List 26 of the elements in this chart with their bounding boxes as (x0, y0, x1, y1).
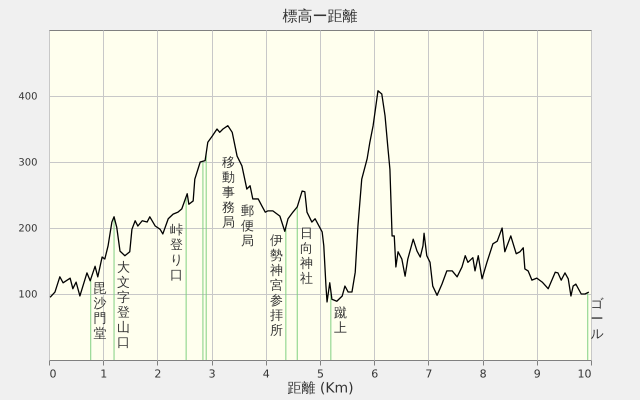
x-tick-label: 7 (425, 368, 432, 380)
ref-line-label: 峠登り口 (170, 222, 184, 283)
x-tick-label: 6 (371, 368, 378, 380)
y-tick-label: 200 (18, 224, 38, 234)
x-axis-title: 距離 (Km) (287, 380, 354, 396)
x-tick-label: 0 (50, 368, 56, 380)
ref-line-label: ゴール (590, 297, 605, 342)
x-tick-label: 5 (317, 368, 324, 380)
y-tick-label: 300 (18, 158, 38, 168)
ref-line-label: 伊勢神宮参拝所 (270, 233, 283, 338)
chart-title: 標高ー距離 (282, 7, 358, 25)
x-tick-label: 2 (154, 368, 162, 380)
ref-line-label: 郵便局 (241, 204, 254, 249)
ref-line-label: 移動事務局 (222, 155, 235, 230)
x-tick-label: 1 (100, 368, 108, 380)
x-tick-label: 10 (578, 368, 592, 380)
ref-line-label: 蹴上 (334, 306, 347, 336)
y-tick-label: 100 (18, 290, 38, 300)
ref-line-label: 大文字登山口 (117, 260, 130, 351)
x-tick-label: 3 (208, 368, 216, 380)
ref-line-label: 毘沙門堂 (94, 282, 107, 342)
x-tick-label: 8 (480, 368, 487, 380)
y-tick-label: 400 (18, 92, 38, 102)
x-tick-label: 9 (534, 368, 541, 380)
x-tick-label: 4 (262, 368, 270, 380)
ref-line-label: 日向神社 (300, 226, 314, 287)
